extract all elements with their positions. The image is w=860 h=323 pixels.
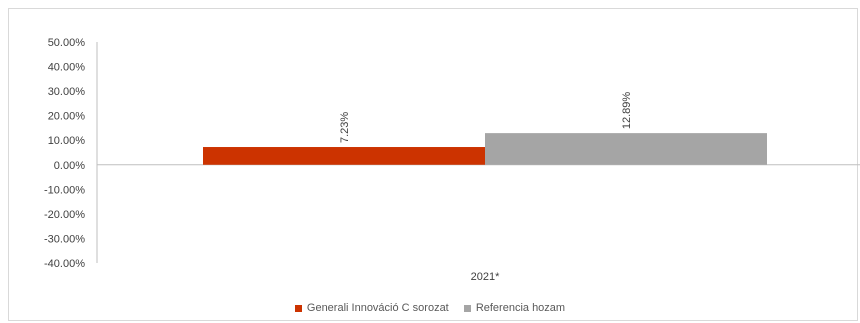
y-tick-label: -30.00% <box>44 233 85 245</box>
y-tick-label: 10.00% <box>48 135 86 147</box>
legend-item-referencia: Referencia hozam <box>463 302 566 314</box>
chart-legend: Generali Innováció C sorozat Referencia … <box>0 302 860 315</box>
y-tick-label: 40.00% <box>48 62 86 74</box>
legend-label-referencia: Referencia hozam <box>475 302 566 314</box>
y-tick-label: 50.00% <box>48 37 86 49</box>
legend-label-generali: Generali Innováció C sorozat <box>306 302 449 314</box>
y-tick-label: -40.00% <box>44 258 85 270</box>
y-tick-label: 30.00% <box>48 86 86 98</box>
data-label-generali: 7.23% <box>339 112 351 143</box>
legend-swatch-generali <box>294 304 302 312</box>
y-tick-label: 20.00% <box>48 111 86 123</box>
bar-generali <box>203 147 485 165</box>
y-tick-label: -20.00% <box>44 209 85 221</box>
legend-swatch-referencia <box>463 304 471 312</box>
x-category-label: 2021* <box>471 271 500 283</box>
y-tick-label: -10.00% <box>44 184 85 196</box>
bar-referencia <box>485 133 767 165</box>
y-tick-label: 0.00% <box>54 160 85 172</box>
legend-item-generali: Generali Innováció C sorozat <box>294 302 449 314</box>
data-label-referencia: 12.89% <box>621 92 633 130</box>
